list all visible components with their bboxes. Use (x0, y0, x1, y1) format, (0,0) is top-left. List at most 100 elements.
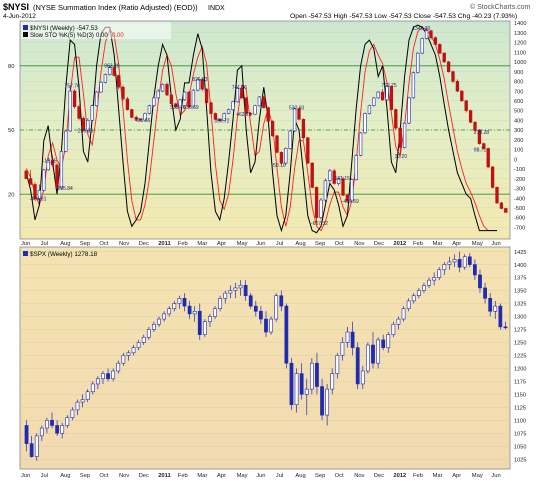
legend-nysi-swatch (23, 25, 28, 30)
stoch-tick-label: 80 (8, 64, 14, 70)
month-label: Apr (452, 241, 461, 247)
nysi-candle-body (59, 151, 64, 189)
nysi-candle-body (81, 118, 86, 131)
nysi-candle-body (182, 91, 187, 101)
nysi-candle-body (77, 106, 81, 119)
month-label: 2012 (393, 241, 406, 247)
spx-candle-body (182, 298, 187, 307)
watermark: © StockCharts.com (470, 3, 531, 11)
spx-candle-body (162, 313, 166, 320)
nysi-annotation: 826.53 (192, 77, 208, 83)
spx-candle-body (304, 388, 309, 395)
nysi-candle-body (345, 194, 350, 202)
nysi-tick-label: -100 (514, 167, 525, 173)
spx-candle-body (457, 259, 462, 268)
spx-tick-label: 1100 (514, 418, 526, 424)
month-axis: Jun Jul Aug Sep Oct Nov Dec 2011 Feb Mar Apr May Jun… (21, 241, 501, 247)
nysi-annotation: -430.59 (342, 199, 359, 205)
nysi-tick-label: 1300 (514, 31, 526, 37)
nysi-tick-label: 700 (514, 89, 523, 95)
nysi-candle-body (55, 164, 59, 189)
spx-candle-body (121, 355, 126, 364)
spx-candle-body (70, 409, 75, 418)
legend-k-value: 0.00 (96, 33, 108, 39)
spx-candle-body (167, 308, 172, 315)
nysi-candle-body (358, 132, 363, 156)
month-label: Apr (217, 241, 226, 247)
spx-candle-body (483, 287, 487, 299)
spx-candle-body (29, 443, 34, 457)
spx-candle-body (80, 399, 85, 403)
spx-candle-body (269, 318, 273, 333)
nysi-candle-body (147, 105, 152, 114)
nysi-candle-body (385, 85, 389, 101)
month-label: Aug (60, 473, 70, 479)
spx-candle-body (437, 269, 442, 278)
spx-candle-body (371, 344, 375, 364)
nysi-annotation: 536.59 (183, 105, 199, 111)
nysi-tick-label: 1100 (514, 50, 526, 56)
nysi-candle-body (389, 85, 394, 110)
nysi-candle-body (253, 105, 257, 115)
spx-candle-body (39, 427, 44, 437)
nysi-candle-body (297, 108, 301, 120)
month-label: Mar (433, 473, 443, 479)
month-label: Apr (452, 473, 461, 479)
spx-candle-body (284, 305, 289, 364)
nysi-candle-body (306, 137, 310, 164)
nysi-annotation: 462.25 (236, 112, 252, 118)
nysi-candle-body (504, 208, 508, 213)
nysi-candle-body (468, 110, 473, 123)
nysi-annotation: 98.71 (474, 148, 487, 154)
nysi-tick-label: 400 (514, 118, 523, 124)
nysi-candle-body (103, 74, 108, 83)
spx-candle-body (202, 321, 207, 335)
nysi-candle-body (442, 52, 446, 63)
month-label: Dec (139, 241, 149, 247)
spx-tick-label: 1125 (514, 406, 526, 412)
nysi-candle-body (310, 162, 314, 188)
spx-candle-body (294, 373, 299, 406)
spx-candle-body (360, 370, 365, 385)
nysi-tick-label: 0 (514, 157, 517, 163)
spx-tick-label: 1300 (514, 315, 526, 321)
nysi-candle-body (473, 121, 477, 131)
nysi-candle-body (191, 89, 196, 108)
spx-candle-body (416, 290, 421, 297)
spx-candle-body (406, 300, 411, 309)
spx-candles (24, 251, 508, 461)
nysi-tick-label: 900 (514, 70, 523, 76)
nysi-candle-body (218, 119, 222, 121)
spx-candle-body (24, 425, 29, 444)
nysi-candle-body (424, 30, 429, 39)
spx-candle-body (106, 373, 110, 380)
nysi-tick-label: 200 (514, 138, 523, 144)
spx-candle-body (452, 259, 457, 263)
nysi-candle-body (46, 160, 50, 171)
spx-candle-body (50, 419, 54, 426)
nysi-annotation: 741.86 (232, 85, 248, 91)
nysi-candle-body (187, 91, 191, 108)
nysi-candle-body (292, 108, 297, 132)
month-label: Oct (335, 473, 344, 479)
header-ohlc: Open -547.53 High -547.53 Low -547.53 Cl… (290, 13, 517, 20)
month-label: Oct (99, 241, 108, 247)
nysi-candle-body (165, 83, 169, 96)
legend-d-value: 0.00 (112, 33, 124, 39)
spx-tick-label: 1075 (514, 431, 526, 437)
spx-panel-bg (19, 246, 511, 470)
nysi-candle-body (394, 109, 398, 129)
nysi-candle-body (160, 83, 165, 92)
nysi-annotation: 30.20 (395, 154, 408, 160)
month-label: Jul (276, 473, 283, 479)
nysi-annotation: 757.76 (65, 83, 81, 89)
nysi-candle-body (482, 143, 486, 149)
month-label: May (237, 473, 248, 479)
nysi-tick-label: -300 (514, 187, 525, 193)
legend-spx-label: $SPX (Weekly) 1278.18 (30, 251, 98, 258)
nysi-candle-body (152, 97, 156, 106)
nysi-candle-body (455, 81, 460, 92)
month-label: Jul (41, 473, 48, 479)
nysi-candle-body (407, 97, 411, 124)
spx-y-axis: 1025 1050 1075 1100 1125 1150 1175 1200 1225 1250… (514, 250, 526, 464)
